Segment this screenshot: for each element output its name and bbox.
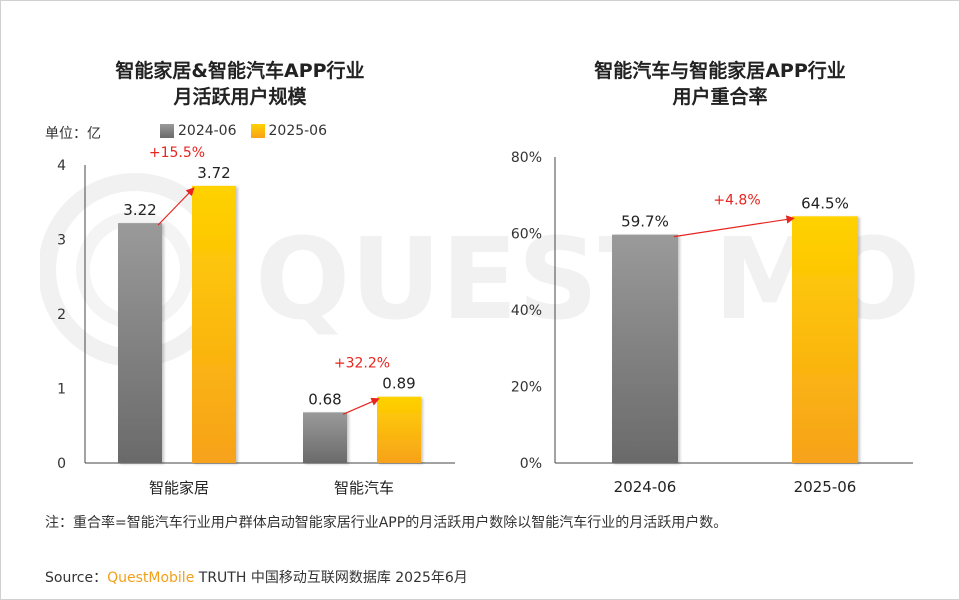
left-chart-title-line1: 智能家居&智能汽车APP行业 [115,60,365,82]
bar [303,412,347,463]
growth-label: +15.5% [149,145,205,161]
legend-swatch-2024 [160,124,174,138]
x-category-label: 智能家居 [149,479,209,497]
legend: 2024-06 2025-06 [160,123,341,139]
data-label: 59.7% [621,213,669,231]
legend-label-2025: 2025-06 [268,123,328,139]
growth-arrow [157,187,195,226]
growth-arrow [342,397,380,415]
footnote: 注：重合率=智能汽车行业用户群体启动智能家居行业APP的月活跃用户数除以智能汽车… [45,515,728,531]
growth-label: +32.2% [334,356,390,372]
source-prefix: Source： [45,570,108,586]
right-chart-title: 智能汽车与智能家居APP行业 用户重合率 [520,58,920,110]
source-rest: TRUTH 中国移动互联网数据库 2025年6月 [194,570,468,586]
y-tick-label: 3 [57,233,66,249]
y-tick-label: 1 [57,382,66,398]
legend-item-2024: 2024-06 [160,123,237,139]
y-tick-label: 80% [511,150,542,166]
right-chart-title-line2: 用户重合率 [672,86,768,108]
growth-label: +4.8% [713,192,760,208]
data-label: 0.68 [308,390,341,408]
data-label: 64.5% [801,194,849,212]
y-tick-label: 2 [57,307,66,323]
right-chart-title-line1: 智能汽车与智能家居APP行业 [594,60,846,82]
left-chart-title: 智能家居&智能汽车APP行业 月活跃用户规模 [60,58,420,110]
bar [377,396,421,463]
y-tick-label: 40% [511,303,542,319]
growth-arrow [673,215,795,238]
bar [792,216,858,463]
bar [192,185,236,464]
legend-item-2025: 2025-06 [250,123,328,139]
bar [612,234,678,463]
x-category-label: 2025-06 [794,478,857,496]
x-category-label: 2024-06 [614,478,677,496]
legend-swatch-2025 [250,124,265,138]
source-brand: QuestMobile [107,570,195,586]
legend-label-2024: 2024-06 [178,123,237,139]
x-category-label: 智能汽车 [334,479,394,497]
bar [118,223,162,463]
data-label: 3.72 [197,164,230,182]
left-chart-title-line2: 月活跃用户规模 [173,86,307,108]
y-tick-label: 0 [57,456,66,472]
y-tick-label: 20% [511,380,542,396]
y-tick-label: 0% [520,456,542,472]
y-tick-label: 60% [511,227,542,243]
source-line: Source：QuestMobile TRUTH 中国移动互联网数据库 2025… [45,567,468,587]
unit-label: 单位：亿 [45,126,101,142]
data-label: 3.22 [123,201,156,219]
y-tick-label: 4 [57,158,66,174]
data-label: 0.89 [382,375,415,393]
